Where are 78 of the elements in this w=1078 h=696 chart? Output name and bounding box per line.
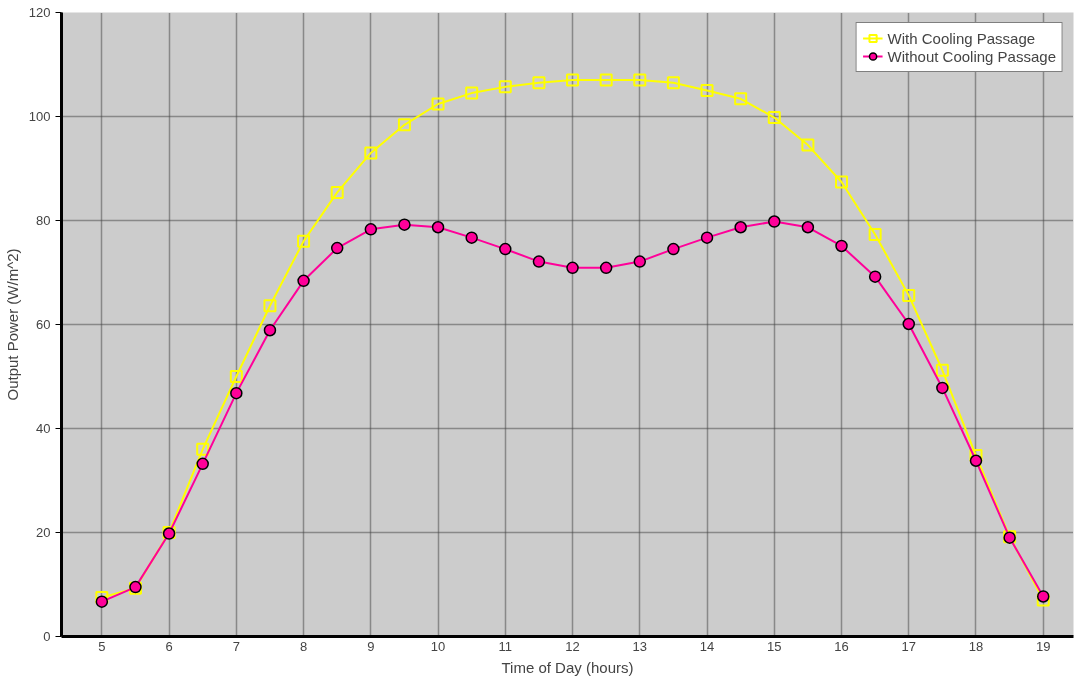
- point: [1036, 593, 1050, 607]
- point: [969, 454, 983, 467]
- y-tick-label: 0: [43, 629, 51, 644]
- x-tick-label: 7: [232, 638, 240, 654]
- point: [95, 591, 109, 604]
- point: [633, 73, 647, 87]
- y-tick-label: 20: [36, 525, 51, 540]
- y-tick-label: 60: [36, 317, 51, 332]
- point: [566, 73, 580, 87]
- point: [734, 92, 748, 106]
- point: [868, 270, 882, 283]
- point: [1036, 590, 1050, 603]
- point: [229, 370, 243, 383]
- legend-label: Without Cooling Passage: [887, 47, 1056, 65]
- point: [801, 138, 815, 152]
- point: [196, 442, 210, 456]
- point: [599, 73, 613, 87]
- y-tick-label: 120: [28, 5, 51, 20]
- point: [465, 231, 478, 244]
- point: [667, 242, 680, 256]
- x-tick-label: 15: [767, 638, 782, 654]
- point: [532, 76, 546, 90]
- point: [297, 274, 310, 288]
- x-tick-label: 6: [165, 638, 173, 654]
- x-tick-label: 9: [367, 638, 375, 654]
- point: [431, 221, 445, 234]
- point: [902, 288, 916, 302]
- x-tick-label: 17: [901, 638, 916, 654]
- point: [902, 317, 916, 331]
- legend-label: With Cooling Passage: [887, 29, 1036, 47]
- point: [768, 215, 781, 228]
- point: [230, 386, 243, 400]
- point: [801, 221, 815, 234]
- point: [835, 175, 849, 189]
- y-axis-title: Output Power (W/m^2): [3, 248, 21, 401]
- point: [700, 231, 714, 244]
- point: [835, 239, 848, 253]
- point: [532, 255, 546, 268]
- x-tick-label: 5: [98, 638, 106, 654]
- x-tick-label: 8: [299, 638, 308, 654]
- x-tick-label: 10: [430, 638, 446, 654]
- x-tick-label: 19: [1036, 638, 1051, 654]
- x-axis-title: Time of Day (hours): [501, 658, 634, 676]
- point: [364, 146, 378, 160]
- point: [263, 299, 277, 313]
- point: [666, 76, 680, 90]
- point: [700, 84, 714, 97]
- point: [330, 185, 344, 199]
- x-tick-label: 18: [968, 638, 984, 654]
- point: [599, 261, 613, 275]
- y-tick-label: 80: [36, 213, 51, 228]
- point: [196, 457, 209, 471]
- x-tick-label: 12: [565, 638, 580, 654]
- y-tick-label: 100: [28, 109, 51, 124]
- point: [95, 595, 109, 608]
- point: [734, 221, 747, 234]
- point: [297, 234, 311, 248]
- point: [868, 228, 882, 242]
- point: [936, 381, 949, 395]
- point: [969, 449, 983, 463]
- point: [499, 242, 512, 256]
- x-tick-label: 13: [632, 638, 648, 654]
- point: [330, 241, 344, 255]
- point: [364, 223, 378, 236]
- x-tick-label: 16: [834, 638, 849, 654]
- point: [767, 111, 781, 125]
- point: [935, 363, 949, 377]
- point: [398, 218, 411, 231]
- point: [431, 97, 445, 111]
- point: [465, 86, 479, 100]
- y-tick-label: 40: [36, 421, 51, 436]
- point: [566, 261, 579, 275]
- point: [633, 255, 647, 268]
- point: [263, 323, 277, 337]
- point: [498, 80, 512, 94]
- x-tick-label: 11: [498, 638, 513, 654]
- point: [397, 118, 411, 132]
- x-tick-label: 14: [699, 638, 715, 654]
